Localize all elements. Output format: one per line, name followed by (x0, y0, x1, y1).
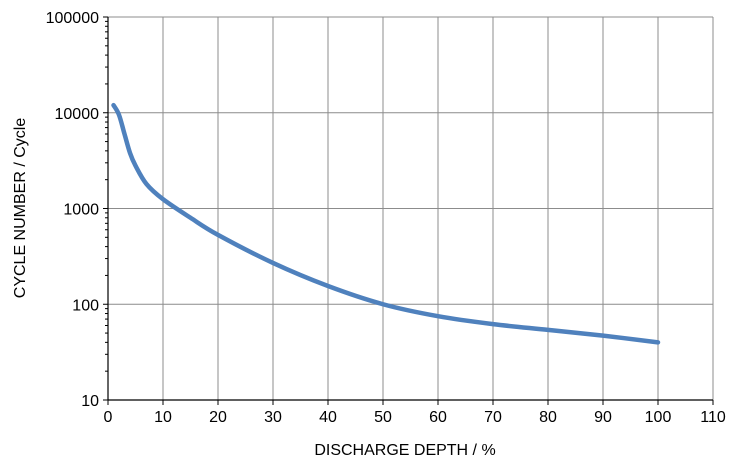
y-axis-title: CYCLE NUMBER / Cycle (12, 118, 29, 299)
x-tick-label: 50 (374, 409, 392, 426)
x-tick-label: 100 (645, 409, 672, 426)
x-tick-label: 10 (154, 409, 172, 426)
x-tick-label: 60 (429, 409, 447, 426)
x-tick-label: 20 (209, 409, 227, 426)
grid-lines (108, 16, 714, 400)
series-line (111, 102, 661, 345)
x-tick-label: 70 (484, 409, 502, 426)
data-series (111, 102, 661, 345)
x-tick-labels: 0 10 20 30 40 50 60 70 80 90 100 110 (104, 409, 726, 426)
x-axis-title: DISCHARGE DEPTH / % (314, 442, 495, 458)
y-tick-label: 100000 (46, 10, 99, 27)
x-tick-label: 80 (539, 409, 557, 426)
axes (103, 16, 714, 405)
x-tick-label: 40 (319, 409, 337, 426)
x-tick-label: 90 (594, 409, 612, 426)
x-tick-label: 110 (700, 409, 726, 426)
y-tick-labels: 10 100 1000 10000 100000 (46, 10, 99, 410)
x-tick-label: 0 (104, 409, 113, 426)
x-tick-label: 30 (264, 409, 282, 426)
y-tick-label: 10 (81, 393, 99, 410)
y-tick-label: 100 (72, 297, 99, 314)
y-tick-label: 1000 (63, 202, 99, 219)
y-tick-label: 10000 (55, 106, 100, 123)
